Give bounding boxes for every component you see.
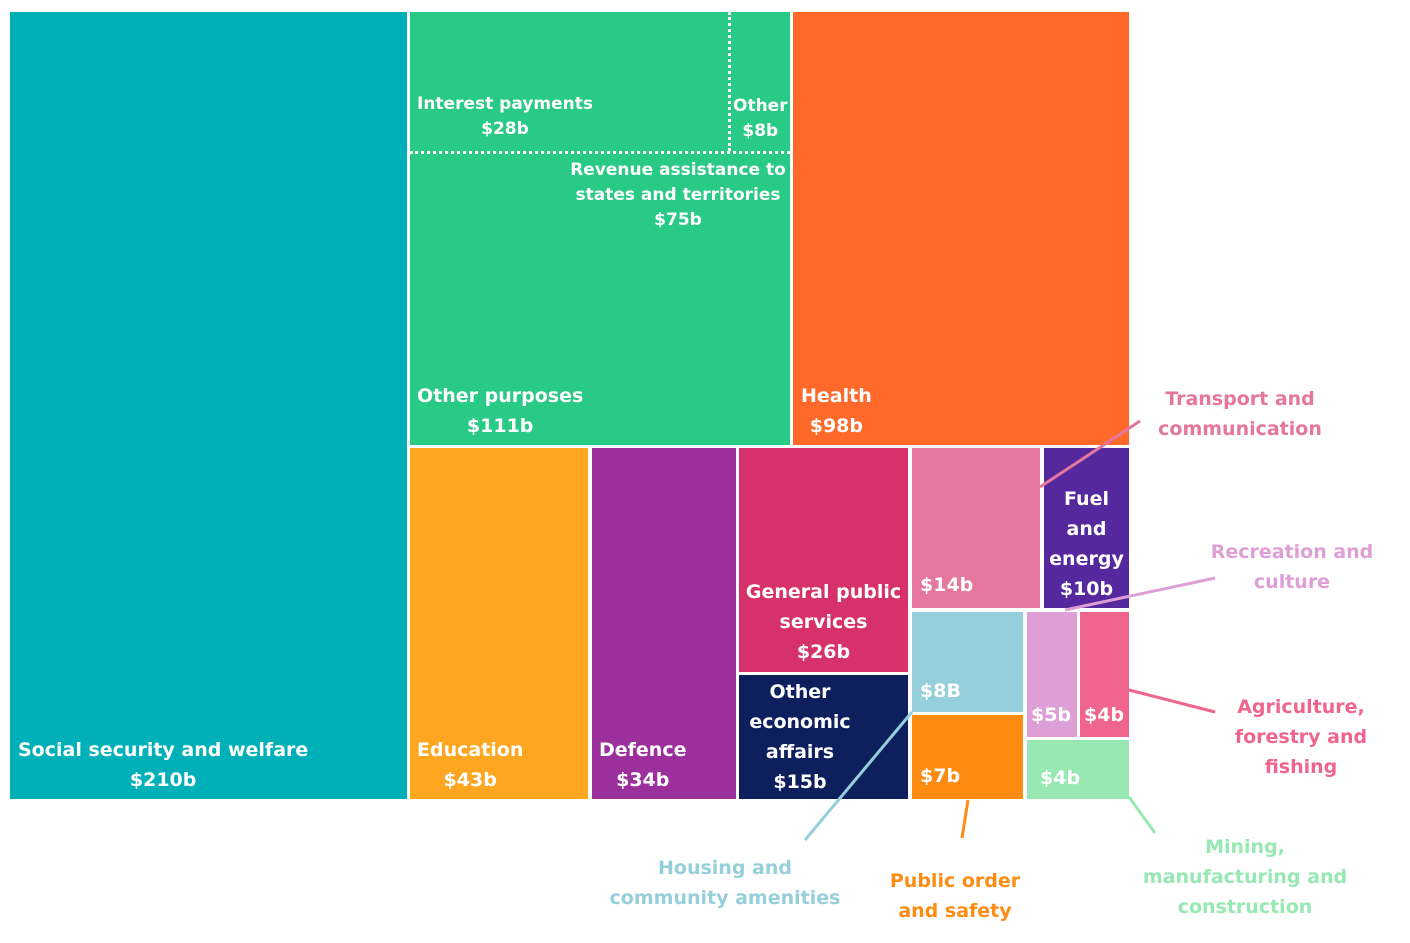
cell-name: Mining, manufacturing and construction [1142, 836, 1348, 918]
treemap-cell [793, 12, 1129, 445]
label: Education $43b [417, 735, 523, 795]
label: Fuel and energy $10b [1049, 484, 1124, 604]
value-label: $14b [920, 574, 974, 596]
value-label: $210b [129, 769, 197, 791]
cell-name: Recreation and culture [1210, 541, 1374, 593]
cell-name: Other economic affairs [749, 681, 851, 763]
value-label: $15b [773, 771, 827, 793]
value-label: $75b [654, 210, 702, 230]
treemap-cell [1027, 740, 1129, 799]
label: Defence $34b [599, 735, 687, 795]
treemap-cell [739, 675, 908, 799]
value-label: $10b [1059, 578, 1114, 600]
label: Recreation and culture [1207, 537, 1377, 597]
divider [728, 12, 731, 151]
cell-name: Fuel and energy [1049, 488, 1124, 570]
label: Other purposes $111b [417, 381, 583, 441]
cell-name: Social security and welfare [18, 739, 309, 761]
leader-line [1064, 576, 1216, 612]
cell-name: Interest payments [417, 94, 593, 114]
cell-name: Health [801, 385, 872, 407]
cell-name: Housing and community amenities [609, 857, 841, 909]
value-label: $8B [920, 680, 961, 702]
treemap-cell [739, 448, 908, 672]
value-label: $7b [920, 765, 961, 787]
cell-name: General public services [745, 581, 902, 633]
label: Mining, manufacturing and construction [1135, 832, 1355, 922]
label: Interest payments $28b [417, 92, 593, 142]
label: Housing and community amenities [605, 853, 845, 913]
treemap-cell [10, 12, 407, 799]
label: $4b [1084, 700, 1124, 730]
cell-name: Agriculture, forestry and fishing [1234, 696, 1368, 778]
value-label: $8b [742, 121, 779, 141]
value-label: $4b [1040, 767, 1081, 789]
leader-line [1128, 688, 1216, 714]
treemap-cell [410, 448, 588, 799]
leader-line [1127, 796, 1157, 834]
value-label: $34b [616, 769, 670, 791]
label: Public order and safety [880, 866, 1030, 926]
value-label: $43b [443, 769, 497, 791]
label: Revenue assistance to states and territo… [563, 158, 793, 233]
cell-name: Other [733, 96, 788, 116]
value-label: $98b [809, 415, 863, 437]
leader-line [1039, 419, 1141, 489]
value-label: $4b [1084, 704, 1125, 726]
label: Health $98b [801, 381, 872, 441]
cell-name: Education [417, 739, 524, 761]
label: Other $8b [733, 94, 788, 144]
value-label: $111b [466, 415, 534, 437]
leader-line [803, 711, 914, 841]
cell-name: Transport and communication [1158, 388, 1322, 440]
treemap-cell [1080, 612, 1129, 737]
label: $8B [920, 676, 961, 706]
treemap-cell [592, 448, 736, 799]
value-label: $5b [1031, 704, 1072, 726]
divider [410, 151, 790, 154]
value-label: $26b [796, 641, 851, 663]
cell-name: Other purposes [417, 385, 584, 407]
value-label: $28b [481, 119, 529, 139]
label: Other economic affairs $15b [725, 677, 875, 797]
treemap-cell [912, 612, 1023, 712]
label: $5b [1031, 700, 1071, 730]
cell-name: Revenue assistance to states and territo… [570, 160, 786, 205]
label: $7b [920, 761, 960, 791]
label: General public services $26b [741, 577, 906, 667]
cell-name: Public order and safety [889, 870, 1021, 922]
label: Agriculture, forestry and fishing [1231, 692, 1371, 782]
label: $4b [1040, 763, 1080, 793]
cell-name: Defence [599, 739, 687, 761]
leader-line [960, 799, 970, 839]
label: Social security and welfare $210b [18, 735, 308, 795]
label: Transport and communication [1150, 384, 1330, 444]
treemap-cell [410, 12, 790, 445]
treemap-cell [912, 448, 1040, 608]
treemap-cell [1027, 612, 1077, 737]
label: $14b [920, 570, 973, 600]
treemap-cell [912, 715, 1023, 799]
